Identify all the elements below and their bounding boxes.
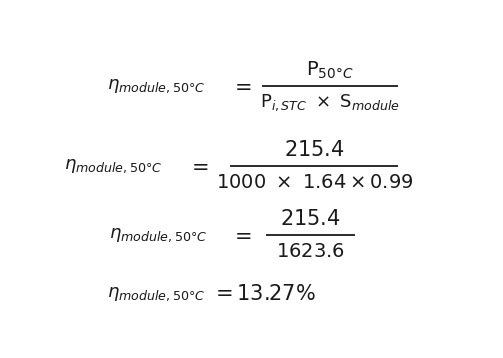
Text: $\eta_{module,50°C}$: $\eta_{module,50°C}$ [109,226,207,243]
Text: $= 13.27\%$: $= 13.27\%$ [211,284,316,304]
Text: $215.4$: $215.4$ [280,209,341,229]
Text: $\mathregular{P}_{50°C}$: $\mathregular{P}_{50°C}$ [306,59,354,81]
Text: $\mathregular{P}_{i,STC}\ \times\ \mathregular{S}_{module}$: $\mathregular{P}_{i,STC}\ \times\ \mathr… [260,93,400,113]
Text: $=$: $=$ [229,76,251,96]
Text: $\eta_{module,50°C}$: $\eta_{module,50°C}$ [64,157,162,175]
Text: $215.4$: $215.4$ [284,140,345,160]
Text: $\eta_{module,50°C}$: $\eta_{module,50°C}$ [107,77,205,95]
Text: $=$: $=$ [229,224,251,245]
Text: $=$: $=$ [187,156,208,176]
Text: $1623.6$: $1623.6$ [276,242,345,261]
Text: $\eta_{module,50°C}$: $\eta_{module,50°C}$ [107,285,205,303]
Text: $1000\ \times\ 1.64\times 0.99$: $1000\ \times\ 1.64\times 0.99$ [215,173,413,192]
